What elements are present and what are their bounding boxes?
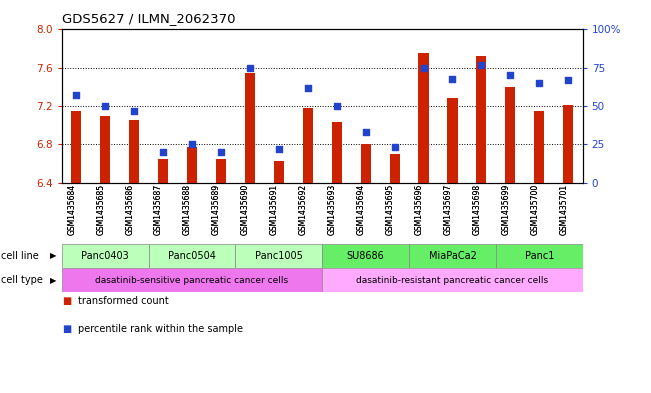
Text: GSM1435697: GSM1435697 [443,184,452,235]
Text: ■: ■ [62,324,71,334]
Point [245,64,255,71]
Text: GSM1435685: GSM1435685 [96,184,105,235]
Point [273,146,284,152]
Bar [322,244,409,268]
Bar [71,111,81,183]
Text: GSM1435694: GSM1435694 [357,184,366,235]
Text: GSM1435698: GSM1435698 [473,184,481,235]
Text: GSM1435686: GSM1435686 [125,184,134,235]
Text: cell type: cell type [1,275,42,285]
Bar [62,268,322,292]
Point [129,108,139,114]
Point [100,103,111,109]
Text: GSM1435693: GSM1435693 [327,184,337,235]
Text: GSM1435695: GSM1435695 [385,184,395,235]
Text: GSM1435694: GSM1435694 [357,184,366,235]
Text: GSM1435693: GSM1435693 [327,184,337,235]
Text: GSM1435689: GSM1435689 [212,184,221,235]
Text: GSM1435688: GSM1435688 [183,184,192,235]
Bar [419,53,428,183]
Point [215,149,226,155]
Point [419,64,429,71]
Bar [361,144,370,183]
Text: GSM1435698: GSM1435698 [473,184,481,235]
Text: GSM1435685: GSM1435685 [96,184,105,235]
Bar [129,121,139,183]
Text: GSM1435697: GSM1435697 [443,184,452,235]
Text: GSM1435690: GSM1435690 [241,184,250,235]
Text: GSM1435701: GSM1435701 [559,184,568,235]
Text: ▶: ▶ [50,276,57,285]
Bar [447,98,458,183]
Text: GSM1435696: GSM1435696 [415,184,424,235]
Bar [409,244,496,268]
Bar [274,161,284,183]
Text: GSM1435701: GSM1435701 [559,184,568,235]
Text: GSM1435692: GSM1435692 [299,184,308,235]
Bar [303,108,313,183]
Text: GSM1435687: GSM1435687 [154,184,163,235]
Point [447,75,458,82]
Text: GSM1435691: GSM1435691 [270,184,279,235]
Bar [148,244,236,268]
Point [563,77,574,83]
Text: Panc0403: Panc0403 [81,251,129,261]
Text: GSM1435699: GSM1435699 [501,184,510,235]
Bar [322,268,583,292]
Point [303,84,313,91]
Bar [187,147,197,183]
Bar [534,111,544,183]
Text: GSM1435695: GSM1435695 [385,184,395,235]
Text: Panc0504: Panc0504 [168,251,216,261]
Text: dasatinib-sensitive pancreatic cancer cells: dasatinib-sensitive pancreatic cancer ce… [96,276,288,285]
Text: ■: ■ [62,296,71,306]
Bar [496,244,583,268]
Text: GSM1435700: GSM1435700 [531,184,539,235]
Point [505,72,516,79]
Bar [563,105,574,183]
Text: GSM1435699: GSM1435699 [501,184,510,235]
Bar [477,56,486,183]
Point [158,149,169,155]
Text: percentile rank within the sample: percentile rank within the sample [78,324,243,334]
Point [187,141,197,147]
Text: SU8686: SU8686 [347,251,385,261]
Point [71,92,81,99]
Text: Panc1005: Panc1005 [255,251,303,261]
Bar [236,244,322,268]
Point [476,62,486,68]
Text: transformed count: transformed count [78,296,169,306]
Text: GSM1435684: GSM1435684 [67,184,76,235]
Text: ▶: ▶ [50,252,57,260]
Bar [331,122,342,183]
Bar [158,159,168,183]
Text: GSM1435688: GSM1435688 [183,184,192,235]
Text: GSM1435686: GSM1435686 [125,184,134,235]
Point [534,80,544,86]
Bar [505,87,516,183]
Text: GSM1435687: GSM1435687 [154,184,163,235]
Text: GSM1435689: GSM1435689 [212,184,221,235]
Point [389,144,400,151]
Point [331,103,342,109]
Text: GSM1435700: GSM1435700 [531,184,539,235]
Text: GSM1435692: GSM1435692 [299,184,308,235]
Text: Panc1: Panc1 [525,251,554,261]
Text: GSM1435684: GSM1435684 [67,184,76,235]
Text: GDS5627 / ILMN_2062370: GDS5627 / ILMN_2062370 [62,12,236,25]
Bar [62,244,148,268]
Bar [216,159,226,183]
Text: GSM1435696: GSM1435696 [415,184,424,235]
Bar [389,154,400,183]
Point [361,129,371,135]
Bar [100,116,110,183]
Text: cell line: cell line [1,251,38,261]
Bar [245,73,255,183]
Text: GSM1435690: GSM1435690 [241,184,250,235]
Text: dasatinib-resistant pancreatic cancer cells: dasatinib-resistant pancreatic cancer ce… [356,276,549,285]
Text: GSM1435691: GSM1435691 [270,184,279,235]
Text: MiaPaCa2: MiaPaCa2 [428,251,477,261]
